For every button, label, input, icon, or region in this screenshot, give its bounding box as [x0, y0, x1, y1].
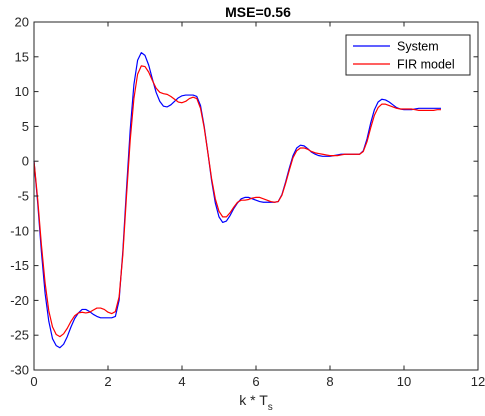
x-tick-label: 6 — [252, 374, 259, 389]
series-layer — [33, 52, 441, 349]
x-tick-label: 10 — [397, 374, 411, 389]
chart-title: MSE=0.56 — [225, 4, 291, 20]
y-tick-label: 20 — [15, 15, 29, 30]
y-tick-label: 10 — [15, 84, 29, 99]
x-tick-label: 2 — [104, 374, 111, 389]
x-tick-label: 8 — [326, 374, 333, 389]
y-tick-label: -15 — [10, 258, 29, 273]
x-tick-label: 12 — [471, 374, 485, 389]
y-tick-label: -10 — [10, 223, 29, 238]
y-tick-label: -25 — [10, 328, 29, 343]
y-tick-label: 5 — [22, 119, 29, 134]
y-tick-label: -5 — [17, 189, 29, 204]
x-axis-tick-labels: 0 2 4 6 8 10 12 — [30, 374, 485, 389]
legend-label-system: System — [397, 40, 439, 54]
x-tick-label: 4 — [178, 374, 185, 389]
x-axis-label-main: k * T — [239, 392, 268, 408]
legend-box — [345, 34, 471, 76]
x-axis-label-subscript: s — [268, 402, 273, 413]
y-tick-label: -30 — [10, 363, 29, 378]
y-tick-label: 0 — [22, 154, 29, 169]
y-tick-label: 15 — [15, 49, 29, 64]
x-tick-label: 0 — [30, 374, 37, 389]
y-tick-label: -20 — [10, 293, 29, 308]
legend-label-fir-model: FIR model — [397, 58, 455, 72]
y-axis-tick-labels: 20 15 10 5 0 -5 -10 -15 -20 -25 -30 — [10, 15, 29, 378]
x-axis-label: k * Ts — [239, 392, 273, 413]
axis-ticks — [33, 21, 479, 371]
legend: System FIR model — [345, 34, 471, 76]
series-line-fir-model — [33, 65, 441, 338]
